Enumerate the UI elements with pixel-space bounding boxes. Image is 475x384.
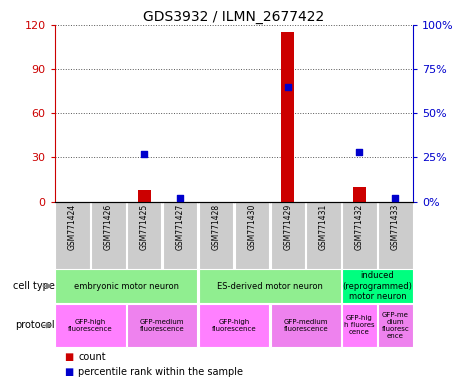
Text: GFP-medium
fluorescence: GFP-medium fluorescence	[140, 319, 184, 332]
Bar	[378, 202, 412, 269]
Point	[391, 195, 399, 201]
Bar	[353, 187, 366, 202]
Bar	[127, 202, 162, 269]
Bar	[235, 202, 269, 269]
Text: GFP-me
dium
fluoresc
ence: GFP-me dium fluoresc ence	[381, 312, 409, 339]
Bar	[56, 202, 90, 269]
Text: ■: ■	[64, 367, 73, 377]
Bar	[342, 202, 377, 269]
Text: GFP-medium
fluorescence: GFP-medium fluorescence	[284, 319, 328, 332]
Text: embryonic motor neuron: embryonic motor neuron	[74, 281, 179, 291]
Point	[284, 84, 292, 90]
Bar	[91, 202, 125, 269]
Bar	[342, 270, 412, 303]
Text: count: count	[78, 352, 106, 362]
Bar	[199, 270, 341, 303]
Text: GSM771427: GSM771427	[176, 204, 185, 250]
Bar	[271, 304, 341, 347]
Text: GSM771428: GSM771428	[211, 204, 220, 250]
Bar	[378, 304, 412, 347]
Bar	[342, 304, 377, 347]
Text: GSM771433: GSM771433	[391, 204, 400, 250]
Text: cell type: cell type	[13, 281, 55, 291]
Bar	[56, 270, 197, 303]
Text: ES-derived motor neuron: ES-derived motor neuron	[217, 281, 323, 291]
Point	[356, 149, 363, 155]
Text: GSM771425: GSM771425	[140, 204, 149, 250]
Bar	[306, 202, 341, 269]
Text: induced
(reprogrammed)
motor neuron: induced (reprogrammed) motor neuron	[342, 271, 412, 301]
Text: GSM771431: GSM771431	[319, 204, 328, 250]
Text: percentile rank within the sample: percentile rank within the sample	[78, 367, 243, 377]
Bar	[282, 32, 294, 202]
Bar	[271, 202, 305, 269]
Bar	[163, 202, 197, 269]
Text: GSM771426: GSM771426	[104, 204, 113, 250]
Bar	[199, 202, 233, 269]
Bar	[138, 190, 151, 202]
Text: GFP-high
fluorescence: GFP-high fluorescence	[68, 319, 113, 332]
Text: protocol: protocol	[15, 320, 55, 331]
Bar	[199, 304, 269, 347]
Point	[176, 195, 184, 201]
Text: GSM771430: GSM771430	[247, 204, 257, 250]
Text: GSM771429: GSM771429	[283, 204, 292, 250]
Bar	[127, 304, 197, 347]
Title: GDS3932 / ILMN_2677422: GDS3932 / ILMN_2677422	[143, 10, 324, 24]
Text: GSM771432: GSM771432	[355, 204, 364, 250]
Point	[141, 151, 148, 157]
Text: GSM771424: GSM771424	[68, 204, 77, 250]
Text: GFP-high
fluorescence: GFP-high fluorescence	[212, 319, 256, 332]
Text: ■: ■	[64, 352, 73, 362]
Bar	[56, 304, 125, 347]
Text: GFP-hig
h fluores
cence: GFP-hig h fluores cence	[344, 315, 375, 336]
